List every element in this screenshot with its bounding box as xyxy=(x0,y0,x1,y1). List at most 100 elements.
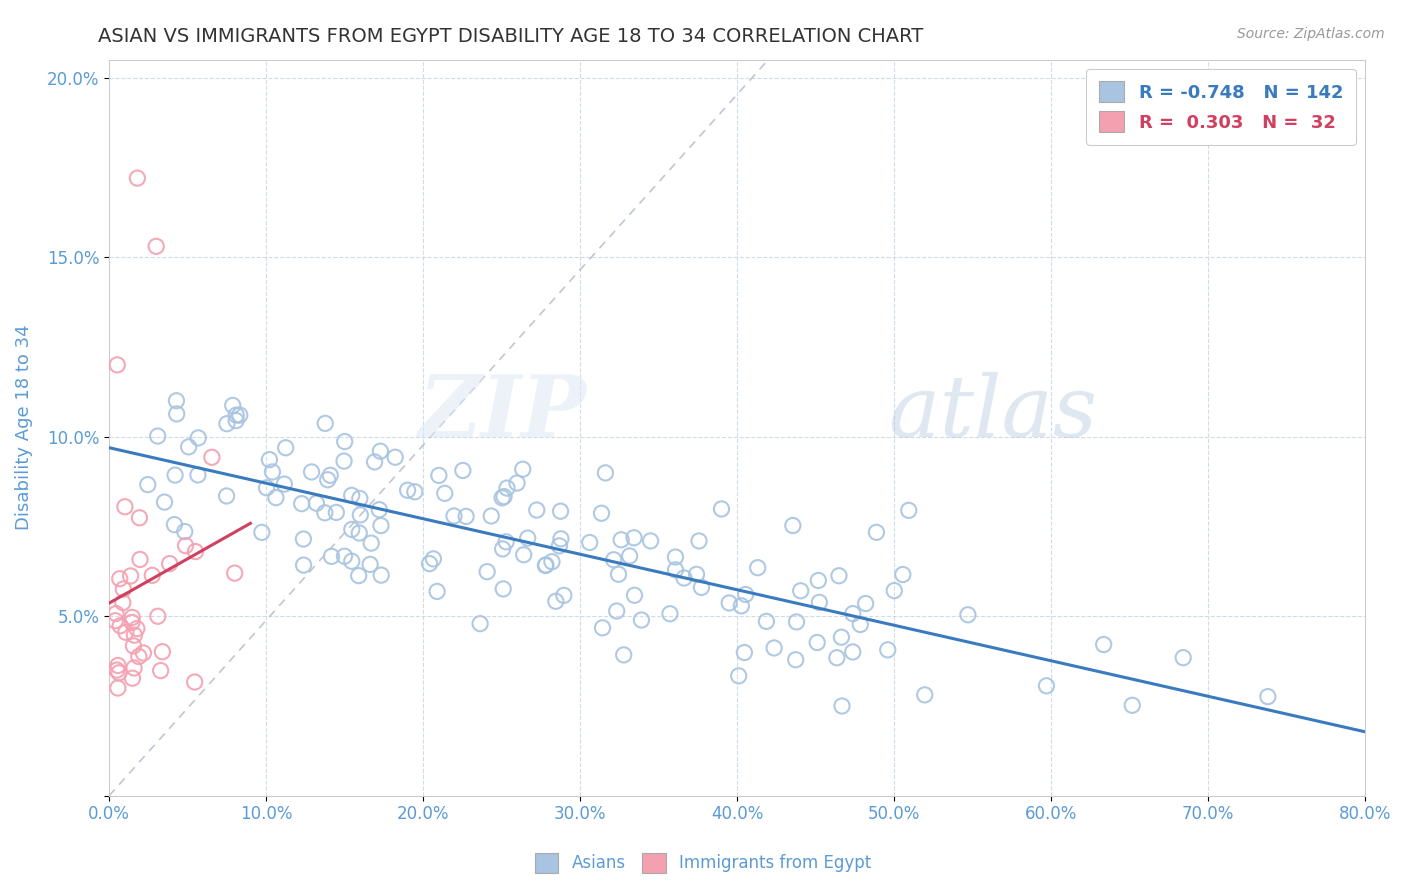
Point xyxy=(122,661,145,675)
Point xyxy=(136,477,159,491)
Point xyxy=(340,488,363,502)
Point xyxy=(273,477,295,491)
Point xyxy=(492,582,515,596)
Point xyxy=(727,669,749,683)
Point xyxy=(548,539,571,553)
Point xyxy=(718,596,741,610)
Point xyxy=(782,518,804,533)
Point xyxy=(105,663,128,677)
Point xyxy=(274,441,297,455)
Point xyxy=(229,408,252,422)
Point xyxy=(314,506,336,520)
Point xyxy=(830,630,852,644)
Point xyxy=(512,462,534,476)
Point xyxy=(1173,650,1195,665)
Point xyxy=(184,544,207,558)
Point xyxy=(747,560,769,574)
Point xyxy=(492,490,515,504)
Point xyxy=(468,616,491,631)
Text: Source: ZipAtlas.com: Source: ZipAtlas.com xyxy=(1237,27,1385,41)
Point xyxy=(491,491,513,505)
Point xyxy=(177,440,200,454)
Text: atlas: atlas xyxy=(887,372,1097,454)
Text: ASIAN VS IMMIGRANTS FROM EGYPT DISABILITY AGE 18 TO 34 CORRELATION CHART: ASIAN VS IMMIGRANTS FROM EGYPT DISABILIT… xyxy=(98,27,924,45)
Point xyxy=(664,549,686,564)
Point xyxy=(127,171,149,186)
Point xyxy=(149,664,172,678)
Point xyxy=(262,465,284,479)
Point xyxy=(516,531,538,545)
Point xyxy=(534,558,557,572)
Point xyxy=(842,645,865,659)
Point xyxy=(384,450,406,465)
Point xyxy=(122,639,145,653)
Point xyxy=(124,628,146,642)
Point xyxy=(128,649,150,664)
Point xyxy=(201,450,224,465)
Legend: R = -0.748   N = 142, R =  0.303   N =  32: R = -0.748 N = 142, R = 0.303 N = 32 xyxy=(1087,69,1355,145)
Text: ZIP: ZIP xyxy=(419,371,586,455)
Point xyxy=(370,518,392,533)
Point xyxy=(163,517,186,532)
Point xyxy=(806,635,828,649)
Point xyxy=(347,568,370,582)
Point xyxy=(165,393,187,408)
Point xyxy=(541,555,564,569)
Point xyxy=(603,553,626,567)
Point xyxy=(225,408,247,422)
Point xyxy=(658,607,681,621)
Point xyxy=(225,414,247,428)
Point xyxy=(789,583,811,598)
Point xyxy=(215,489,238,503)
Point xyxy=(121,671,143,685)
Point xyxy=(363,455,385,469)
Point xyxy=(291,497,314,511)
Point xyxy=(187,431,209,445)
Point xyxy=(165,468,187,483)
Point xyxy=(422,552,444,566)
Point xyxy=(349,491,371,506)
Point xyxy=(673,571,696,585)
Point xyxy=(479,508,502,523)
Point xyxy=(607,567,630,582)
Point xyxy=(475,565,498,579)
Point xyxy=(368,502,391,516)
Point xyxy=(553,588,575,602)
Point xyxy=(404,484,426,499)
Point xyxy=(495,534,517,549)
Point xyxy=(107,681,129,695)
Point xyxy=(842,607,865,621)
Point xyxy=(595,466,617,480)
Point xyxy=(619,549,641,563)
Point xyxy=(333,454,356,468)
Point xyxy=(534,558,557,573)
Point xyxy=(319,468,342,483)
Point xyxy=(433,486,456,500)
Point xyxy=(349,526,371,541)
Point xyxy=(786,615,808,629)
Point xyxy=(630,613,652,627)
Point xyxy=(146,609,169,624)
Point xyxy=(370,444,392,458)
Point xyxy=(451,463,474,477)
Point xyxy=(349,508,371,522)
Point xyxy=(1035,679,1057,693)
Point xyxy=(613,648,636,662)
Point xyxy=(550,532,572,546)
Point xyxy=(292,558,315,573)
Point xyxy=(606,604,628,618)
Point xyxy=(111,595,134,609)
Point xyxy=(710,502,733,516)
Point xyxy=(108,665,131,680)
Point xyxy=(443,508,465,523)
Point xyxy=(359,558,381,572)
Point xyxy=(104,607,127,621)
Point xyxy=(808,595,831,609)
Point xyxy=(110,618,132,632)
Point xyxy=(1257,690,1279,704)
Point xyxy=(1092,638,1115,652)
Point xyxy=(215,417,238,431)
Point xyxy=(360,536,382,550)
Point xyxy=(1121,698,1143,713)
Point xyxy=(544,594,567,608)
